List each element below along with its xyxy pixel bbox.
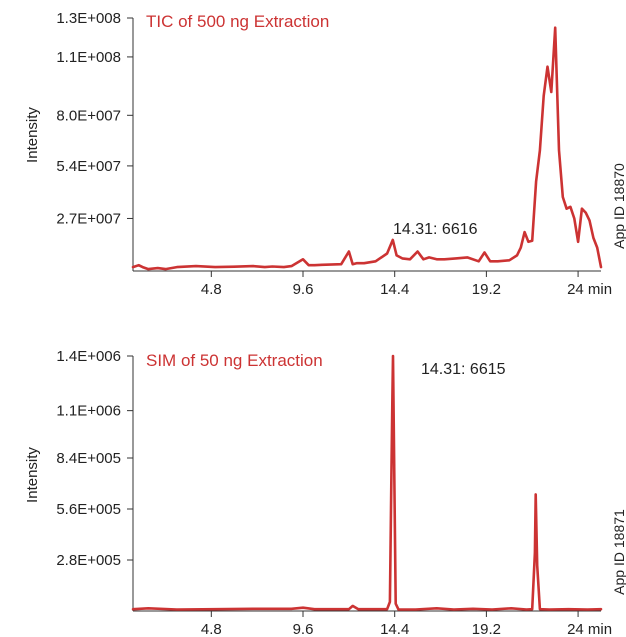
x-tick-label: 14.4	[380, 281, 409, 298]
app-id-label: App ID 18871	[611, 509, 626, 595]
y-tick-label: 1.4E+006	[56, 348, 121, 365]
y-tick-label: 8.4E+005	[56, 450, 121, 467]
x-tick-labels: 4.8 9.6 14.4 19.2 24 min	[201, 611, 612, 637]
y-tick-label: 5.4E+007	[56, 158, 121, 175]
y-axis-label: Intensity	[24, 447, 41, 503]
x-tick-label: 14.4	[380, 621, 409, 637]
y-tick-label: 2.7E+007	[56, 210, 121, 227]
x-tick-labels: 4.8 9.6 14.4 19.2 24 min	[201, 271, 612, 298]
y-tick-label: 8.0E+007	[56, 107, 121, 124]
y-tick-label: 5.6E+005	[56, 501, 121, 518]
series-group	[131, 26, 603, 271]
y-tick-label: 1.3E+008	[56, 10, 121, 27]
y-tick-label: 1.1E+006	[56, 403, 121, 420]
y-axis-label: Intensity	[24, 107, 41, 163]
y-tick-label: 1.1E+008	[56, 49, 121, 66]
x-tick-label: 4.8	[201, 281, 222, 298]
x-tick-label: 9.6	[293, 621, 314, 637]
peak-annotation: 14.31: 6616	[393, 221, 478, 238]
x-tick-label: 24 min	[567, 281, 612, 298]
series-group	[131, 354, 603, 611]
x-tick-label: 19.2	[472, 621, 501, 637]
y-tick-label: 2.8E+005	[56, 552, 121, 569]
y-tick-labels: 2.7E+007 5.4E+007 8.0E+007 1.1E+008 1.3E+008	[56, 10, 133, 227]
x-tick-label: 24 min	[567, 621, 612, 637]
x-tick-label: 4.8	[201, 621, 222, 637]
x-tick-label: 19.2	[472, 281, 501, 298]
series-line	[131, 354, 603, 611]
chart-axes	[132, 18, 601, 272]
y-tick-labels: 2.8E+005 5.6E+005 8.4E+005 1.1E+006 1.4E+006	[56, 348, 133, 569]
app-id-label: App ID 18870	[611, 163, 626, 249]
peak-annotation: 14.31: 6615	[421, 361, 506, 378]
tic-chart-panel: TIC of 500 ng Extraction Intensity App I…	[24, 10, 626, 298]
series-line	[131, 26, 603, 271]
x-tick-label: 9.6	[293, 281, 314, 298]
chart-title: SIM of 50 ng Extraction	[146, 351, 323, 370]
sim-chart-panel: SIM of 50 ng Extraction Intensity App ID…	[24, 348, 626, 637]
chart-axes	[132, 356, 601, 612]
chart-title: TIC of 500 ng Extraction	[146, 12, 329, 31]
